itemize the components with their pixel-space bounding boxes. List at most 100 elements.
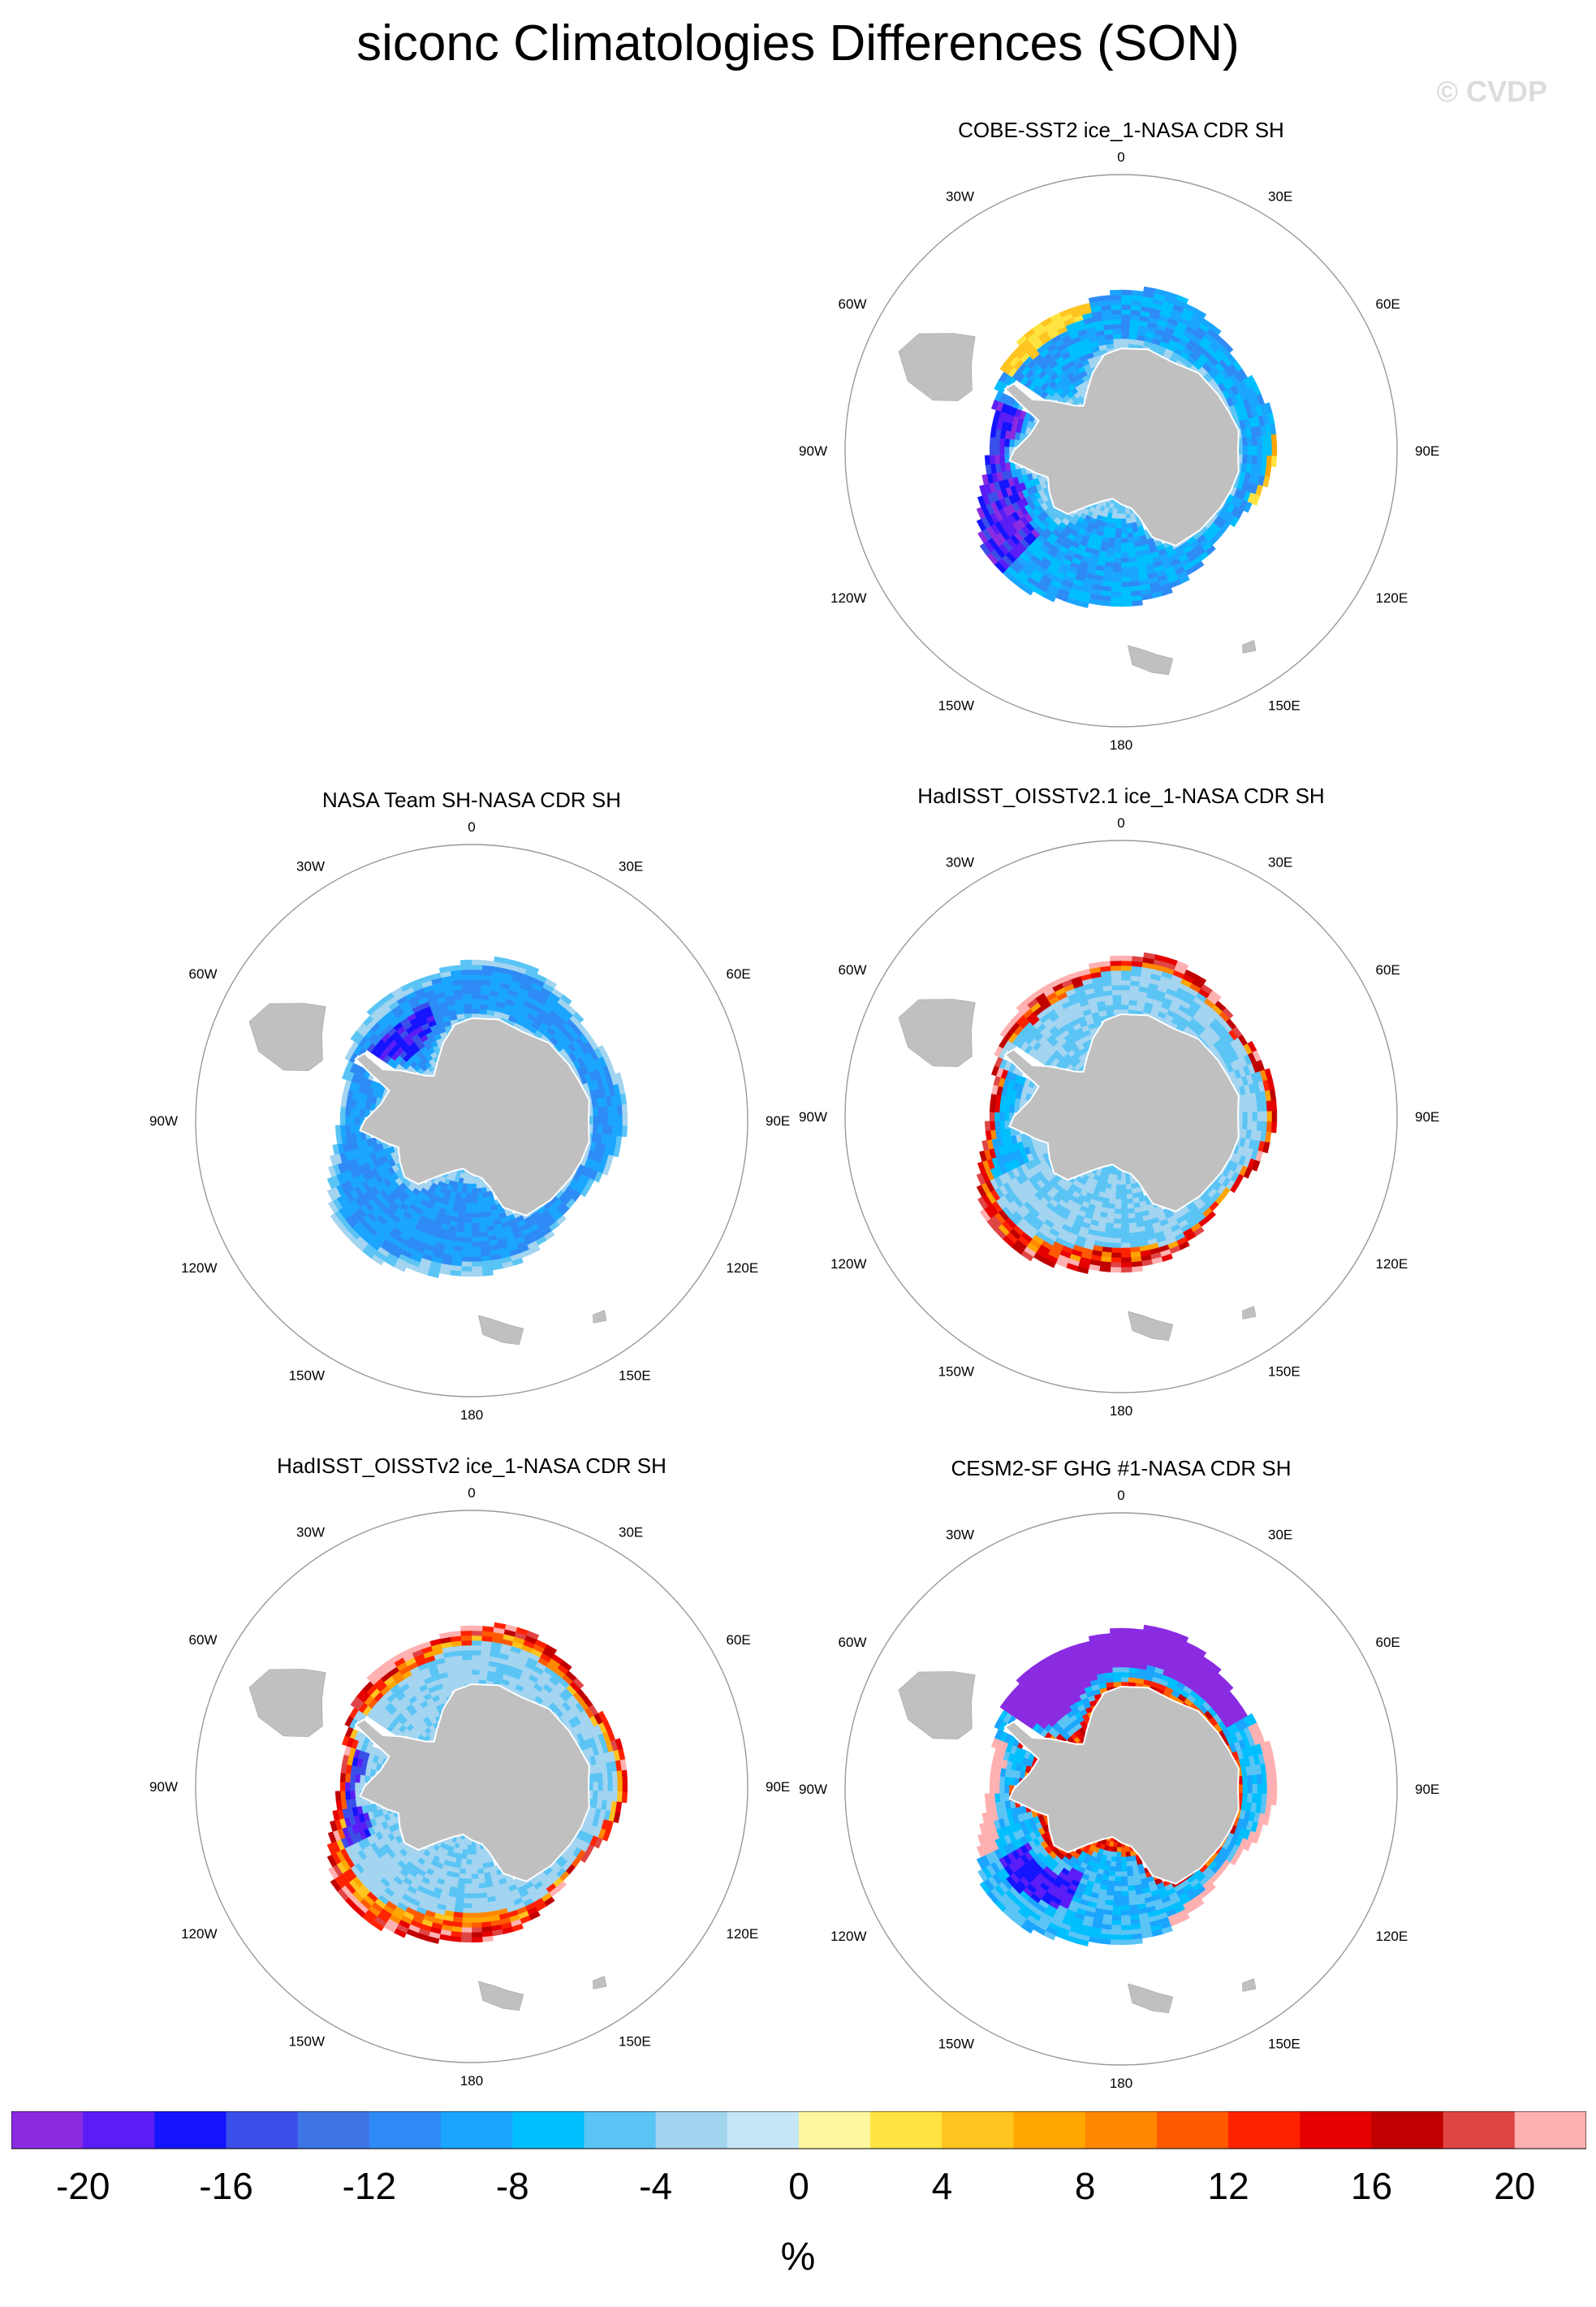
ice-cell [1120,528,1128,534]
ice-cell [1115,533,1122,539]
ice-cell [1120,1627,1133,1634]
ice-cell [463,998,472,1004]
ice-cell [1175,295,1189,305]
longitude-label: 60W [839,962,867,978]
ice-cell [1120,1218,1129,1225]
ice-cell [612,1115,619,1126]
ice-cell [1120,1189,1127,1195]
ice-cell [1126,527,1133,534]
ice-cell [606,1125,614,1136]
ice-cell [977,1196,989,1210]
ice-cell [1252,1783,1258,1795]
panel-title: COBE-SST2 ice_1-NASA CDR SH [958,118,1284,142]
ice-cell [327,1831,337,1843]
ice-cell [1271,1111,1278,1122]
ice-cell [1120,955,1133,961]
ice-cell [1120,567,1130,573]
ice-cell [458,1207,466,1213]
ice-cell [621,1769,628,1782]
ice-cell [1120,323,1131,330]
ice-cell [1261,1121,1268,1133]
ice-cell [1120,1925,1132,1931]
ice-cell [471,1008,480,1014]
ice-cell [1113,343,1122,349]
ice-cell [460,1271,472,1277]
ice-cell [465,1868,472,1875]
ice-cell [597,1116,604,1125]
ice-cell [471,1242,481,1248]
ice-cell [459,1202,467,1208]
ice-cell [1106,1885,1115,1891]
ice-cell [1120,299,1132,305]
ice-cell [1003,1104,1010,1113]
ice-cell [481,1935,494,1942]
ice-cell [1111,979,1122,986]
ice-cell [464,1888,472,1894]
ice-cell [1261,455,1268,467]
ice-cell [979,1150,987,1162]
ice-cell [1252,1111,1258,1122]
ice-cell [1109,527,1116,534]
ice-difference-field [326,956,628,1278]
ice-cell [344,1773,352,1782]
ice-cell [607,1781,614,1792]
map-boundary-circle [844,174,1398,728]
ice-cell [984,1121,991,1131]
ice-cell [354,1124,360,1134]
ice-cell [1120,547,1129,554]
ice-cell [1111,1179,1117,1186]
ice-cell [461,1261,472,1268]
ice-cell [1120,1905,1130,1912]
ice-cell [1126,1870,1134,1877]
ice-cell [1115,1184,1122,1190]
ice-cell [477,1863,484,1869]
ice-cell [1120,1886,1129,1892]
longitude-label: 150E [1268,1364,1301,1380]
ice-cell [1120,974,1132,981]
ice-cell [1113,557,1122,564]
ice-cell [622,1781,628,1792]
ice-cell [994,1121,1001,1130]
ice-cell [1120,533,1128,539]
ice-cell [471,993,481,1000]
ice-cell [1111,1856,1117,1863]
ice-cell [471,1208,479,1214]
ice-cell [1193,974,1207,985]
ice-cell [1112,1900,1122,1907]
ice-cell [1099,599,1111,607]
ice-cell [328,1200,339,1214]
ice-cell [1242,1784,1249,1794]
ice-cell [1111,304,1122,310]
ice-cell [1111,577,1122,583]
ice-cell [1175,961,1189,970]
ice-cell [464,1212,472,1219]
ice-cell [1257,445,1263,456]
longitude-label: 60E [727,1632,751,1648]
ice-cell [466,1859,472,1865]
ice-cell [1107,1880,1115,1886]
ice-cell [1222,1007,1234,1019]
ice-cell [467,1844,472,1851]
ice-cell [1113,1886,1122,1892]
ice-cell [462,1649,472,1656]
ice-cell [471,1844,477,1851]
ice-cell [1266,434,1273,446]
longitude-label: 30E [1268,855,1292,871]
ice-cell [1128,547,1136,553]
ice-cell [460,1630,472,1636]
ice-cell [464,1873,472,1880]
ice-cell [457,1216,465,1223]
ice-cell [1120,970,1132,976]
ice-cell [1120,1881,1128,1887]
ice-cell [1262,476,1270,488]
ice-cell [1112,333,1122,339]
ice-cell [1112,567,1122,573]
ice-cell [471,969,483,975]
ice-cell [1120,1233,1130,1239]
ice-cell [471,1664,481,1670]
ice-cell [464,1893,472,1899]
ice-cell [1003,446,1010,456]
ice-cell [1124,1174,1131,1181]
ice-cell [462,1917,472,1924]
ice-cell [471,1912,481,1919]
